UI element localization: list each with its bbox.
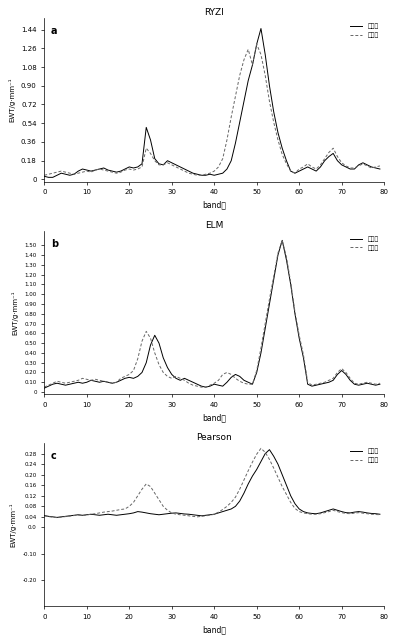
Title: RYZI: RYZI [204,8,224,17]
X-axis label: band号: band号 [202,626,226,635]
Y-axis label: EWT/g·mm⁻¹: EWT/g·mm⁻¹ [8,78,15,122]
Y-axis label: EWT/g·mm⁻¹: EWT/g·mm⁻¹ [10,503,17,547]
Legend: 实测値, 预测値: 实测値, 预测値 [347,21,381,41]
Title: ELM: ELM [205,221,224,230]
X-axis label: band号: band号 [202,413,226,422]
Legend: 实测値, 预测値: 实测値, 预测値 [347,446,381,466]
Text: b: b [51,239,58,249]
Legend: 实测値, 预测値: 实测値, 预测値 [347,233,381,253]
Text: a: a [51,26,58,36]
Text: c: c [51,451,57,461]
X-axis label: band号: band号 [202,201,226,210]
Y-axis label: EWT/g·mm⁻¹: EWT/g·mm⁻¹ [12,290,19,334]
Title: Pearson: Pearson [197,433,232,442]
